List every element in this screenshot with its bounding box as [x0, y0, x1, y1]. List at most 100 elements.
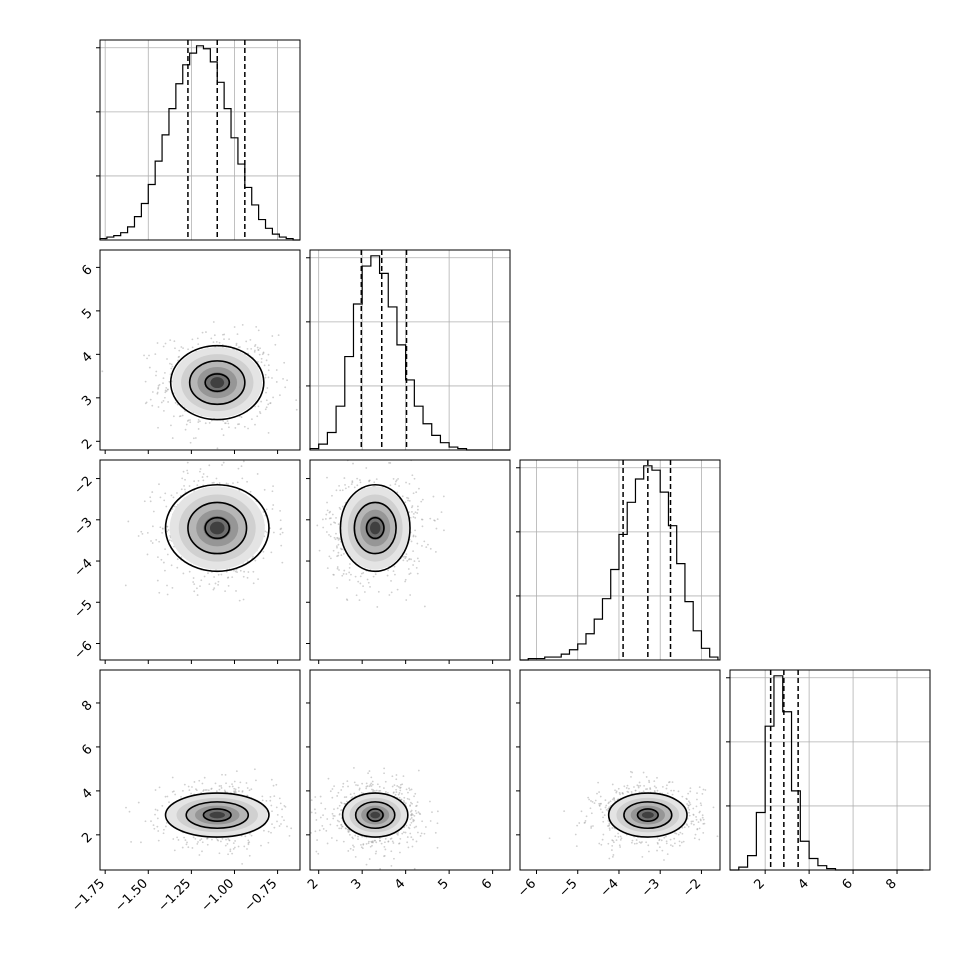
sample-point [265, 799, 268, 802]
sample-point [399, 838, 402, 840]
sample-point [415, 825, 418, 828]
sample-point [395, 480, 397, 483]
sample-point [383, 854, 386, 857]
sample-point [198, 854, 201, 856]
sample-point [149, 500, 152, 503]
sample-point [264, 530, 267, 533]
sample-point [339, 508, 342, 511]
sample-point [349, 793, 352, 796]
sample-point [663, 859, 665, 861]
sample-point [146, 357, 148, 360]
sample-point [162, 377, 165, 380]
sample-point [416, 572, 419, 575]
sample-point [322, 828, 325, 830]
sample-point [159, 496, 162, 499]
sample-point [195, 789, 198, 792]
sample-point [372, 575, 375, 578]
sample-point [241, 790, 244, 793]
sample-point [380, 842, 383, 845]
sample-point [166, 584, 168, 587]
sample-point [216, 838, 219, 841]
sample-point [239, 346, 241, 348]
sample-point [598, 805, 601, 807]
sample-point [665, 840, 668, 843]
sample-point [692, 807, 695, 810]
sample-point [336, 586, 338, 589]
sample-point [172, 838, 175, 840]
sample-point [605, 804, 608, 807]
sample-point [344, 487, 347, 490]
sample-point [395, 788, 398, 791]
sample-point [601, 811, 604, 814]
sample-point [189, 419, 191, 421]
sample-point [228, 338, 231, 340]
sample-point [165, 821, 168, 824]
sample-point [391, 840, 394, 843]
sample-point [617, 787, 620, 790]
sample-point [661, 785, 664, 788]
sample-point [598, 802, 601, 805]
sample-point [602, 816, 604, 819]
sample-point [333, 536, 336, 539]
sample-point [390, 837, 393, 840]
sample-point [384, 780, 387, 783]
sample-point [303, 534, 305, 536]
sample-point [697, 821, 700, 824]
sample-point [231, 785, 234, 788]
sample-point [213, 576, 215, 578]
sample-point [434, 551, 437, 553]
sample-point [356, 477, 359, 480]
sample-point [275, 369, 278, 371]
sample-point [436, 518, 439, 520]
sample-point [409, 804, 412, 807]
sample-point [608, 827, 611, 830]
density-shade [641, 811, 654, 819]
sample-point [419, 813, 422, 816]
sample-point [404, 802, 407, 805]
sample-point [249, 833, 251, 835]
sample-point [411, 474, 414, 477]
sample-point [405, 599, 408, 601]
sample-point [361, 847, 364, 850]
sample-point [399, 851, 401, 854]
sample-point [432, 495, 435, 498]
sample-point [681, 826, 684, 829]
sample-point [254, 349, 256, 352]
sample-point [403, 801, 406, 804]
sample-point [228, 426, 230, 429]
sample-point [619, 793, 621, 796]
sample-point [235, 342, 238, 345]
sample-point [384, 837, 387, 840]
sample-point [242, 575, 245, 578]
sample-point [336, 795, 339, 797]
sample-point [348, 563, 351, 565]
sample-point [314, 830, 317, 833]
sample-point [208, 422, 211, 424]
sample-point [337, 523, 340, 526]
sample-point [332, 814, 335, 817]
sample-point [350, 796, 353, 799]
y-tick-label: 6 [79, 742, 95, 758]
scatter-frame [99, 459, 301, 661]
sample-point [166, 358, 168, 360]
sample-point [375, 478, 378, 480]
sample-point [640, 842, 642, 844]
sample-point [184, 839, 187, 841]
sample-point [272, 504, 275, 506]
sample-point [165, 387, 168, 389]
sample-point [410, 817, 413, 819]
sample-point [154, 808, 157, 811]
sample-point [413, 795, 415, 798]
sample-point [398, 485, 400, 487]
sample-point [376, 606, 379, 608]
sample-point [408, 789, 411, 791]
sample-point [359, 479, 361, 481]
sample-point [243, 570, 246, 573]
sample-point [324, 807, 327, 810]
sample-point [580, 810, 583, 813]
sample-point [391, 785, 394, 788]
sample-point [617, 835, 620, 838]
sample-point [267, 841, 270, 844]
sample-point [166, 593, 169, 596]
x-tick-label: −1.00 [199, 876, 238, 915]
